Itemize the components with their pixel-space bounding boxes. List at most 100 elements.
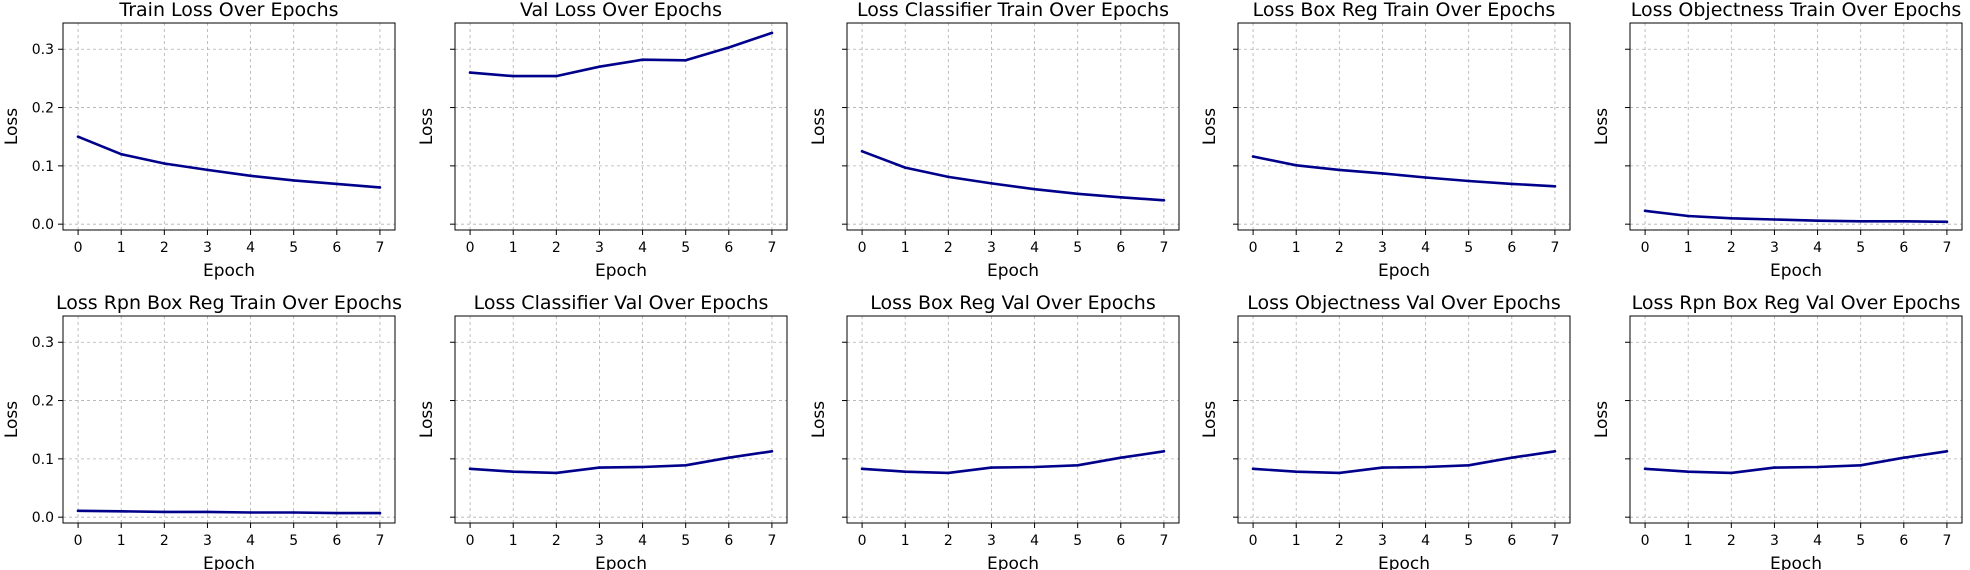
data-point	[1162, 449, 1166, 453]
chart-title: Loss Classifier Train Over Epochs	[857, 0, 1169, 21]
x-tick-label: 5	[289, 533, 298, 549]
y-tick-label: 0.0	[32, 217, 54, 233]
x-tick-label: 7	[1550, 533, 1559, 549]
data-point	[947, 175, 950, 179]
data-point	[378, 186, 382, 189]
data-point	[1643, 209, 1647, 213]
data-point	[641, 465, 644, 469]
y-axis-label: Loss	[417, 108, 437, 145]
x-tick-label: 5	[289, 240, 298, 256]
x-tick-label: 4	[1030, 240, 1039, 256]
y-tick-label: 0.3	[32, 42, 54, 58]
data-point	[598, 65, 601, 69]
x-tick-label: 1	[1684, 533, 1693, 549]
x-tick-label: 6	[724, 240, 733, 256]
data-point	[1467, 179, 1470, 183]
y-tick-label: 0.1	[32, 159, 54, 175]
data-point	[1162, 198, 1166, 202]
x-axis-label: Epoch	[1770, 261, 1822, 281]
chart-panel: 0 1 2 3 4 5 6 7 Loss Classifier Train Over Epoch…	[809, 0, 1180, 281]
data-point	[684, 463, 687, 467]
data-point	[1033, 187, 1036, 191]
data-point	[76, 135, 80, 139]
x-tick-label: 6	[1507, 240, 1516, 256]
data-point	[249, 174, 252, 178]
y-axis-label: Loss	[2, 401, 22, 438]
x-tick-label: 0	[74, 533, 83, 549]
data-point	[1119, 196, 1123, 199]
data-point	[1510, 456, 1514, 459]
data-point	[1730, 217, 1733, 220]
x-tick-label: 3	[1378, 533, 1387, 549]
data-point	[555, 471, 558, 475]
x-tick-label: 3	[1378, 240, 1387, 256]
data-point	[903, 470, 907, 473]
series-line	[860, 150, 1166, 202]
data-point	[641, 58, 644, 62]
x-tick-label: 6	[1116, 533, 1125, 549]
data-point	[292, 179, 295, 182]
x-tick-label: 4	[638, 533, 647, 549]
chart-title: Train Loss Over Epochs	[118, 0, 338, 21]
data-point	[511, 74, 515, 78]
series-line	[860, 449, 1166, 475]
x-tick-label: 1	[117, 240, 126, 256]
x-axis-label: Epoch	[203, 554, 255, 570]
x-axis-label: Epoch	[1378, 261, 1430, 281]
chart-panel: 0 1 2 3 4 5 6 7 Loss Objectness Train Over Epoch…	[1592, 0, 1963, 281]
x-tick-label: 5	[1856, 240, 1865, 256]
x-tick-label: 4	[1813, 240, 1822, 256]
data-point	[1294, 470, 1298, 473]
x-tick-label: 6	[1899, 240, 1908, 256]
data-point	[1251, 155, 1255, 158]
y-axis-label: Loss	[1592, 401, 1612, 438]
plot-frame	[1629, 315, 1963, 524]
x-tick-label: 6	[1507, 533, 1516, 549]
data-point	[684, 59, 687, 62]
x-tick-label: 0	[1249, 533, 1258, 549]
x-tick-label: 7	[767, 240, 776, 256]
x-tick-label: 6	[332, 533, 341, 549]
y-axis-label: Loss	[417, 401, 437, 438]
data-point	[163, 162, 166, 165]
data-point	[1076, 463, 1079, 467]
series-line	[1643, 449, 1949, 475]
data-point	[1424, 465, 1427, 469]
data-point	[770, 449, 774, 453]
chart-title: Loss Objectness Val Over Epochs	[1247, 292, 1560, 314]
data-point	[378, 511, 382, 515]
chart-panel: 0 1 2 3 4 5 6 7 Loss Box Reg Train Over Epochs Ep…	[1200, 0, 1571, 281]
data-point	[1773, 466, 1776, 469]
x-axis-label: Epoch	[595, 261, 647, 281]
x-tick-label: 1	[509, 240, 518, 256]
chart-panel: 0.0 0.1 0.2 0.3 0 1 2 3 4 5 6 7 Loss Rpn Box Reg Tra…	[2, 292, 402, 570]
plot-frame	[454, 22, 788, 231]
x-tick-label: 6	[332, 240, 341, 256]
x-tick-label: 7	[1159, 240, 1168, 256]
chart-panel: 0 1 2 3 4 5 6 7 Loss Rpn Box Reg Val Over Epochs…	[1592, 292, 1963, 570]
plot-frame	[846, 22, 1180, 231]
x-tick-label: 2	[160, 240, 169, 256]
x-tick-label: 3	[595, 240, 604, 256]
x-tick-label: 4	[1030, 533, 1039, 549]
plot-frame	[1237, 22, 1571, 231]
x-tick-label: 2	[1335, 240, 1344, 256]
data-point	[555, 74, 558, 78]
x-tick-label: 5	[1464, 240, 1473, 256]
x-tick-label: 1	[901, 533, 910, 549]
series-line	[76, 509, 382, 515]
data-point	[1730, 471, 1733, 475]
data-point	[206, 168, 209, 172]
data-point	[598, 466, 601, 469]
x-tick-label: 4	[1421, 533, 1430, 549]
chart-title: Loss Rpn Box Reg Train Over Epochs	[56, 292, 402, 314]
x-tick-label: 4	[246, 533, 255, 549]
data-point	[76, 509, 80, 513]
x-tick-label: 1	[509, 533, 518, 549]
chart-panel: 0.0 0.1 0.2 0.3 0 1 2 3 4 5 6 7 Train Loss Over Epoc…	[2, 0, 396, 281]
x-tick-label: 6	[1899, 533, 1908, 549]
x-tick-label: 0	[858, 533, 867, 549]
plot-frame	[1237, 315, 1571, 524]
data-point	[468, 467, 472, 471]
y-axis-label: Loss	[809, 401, 829, 438]
